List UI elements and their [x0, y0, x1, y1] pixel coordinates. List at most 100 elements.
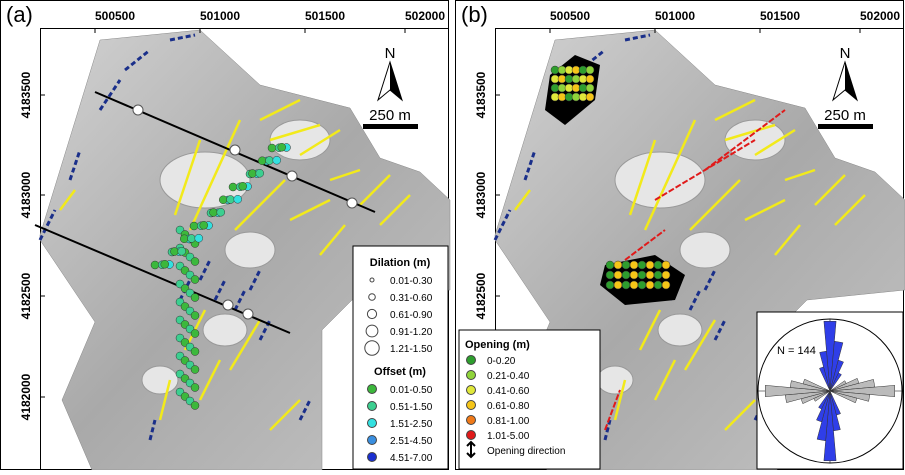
- y-tick-label: 4182500: [19, 272, 33, 319]
- crater: [597, 366, 633, 394]
- offset-point: [191, 294, 199, 302]
- legend-symbol: [467, 416, 476, 425]
- dilation-point: [230, 145, 240, 155]
- offset-point: [229, 183, 237, 191]
- dilation-point: [347, 198, 357, 208]
- dilation-point: [133, 105, 143, 115]
- scale-label: 250 m: [824, 107, 866, 124]
- x-tick-label: 500500: [550, 9, 590, 23]
- legend-label: 2.51-4.50: [390, 436, 433, 447]
- legend-symbol: [467, 431, 476, 440]
- legend-title: Dilation (m): [370, 257, 431, 269]
- offset-point: [195, 234, 203, 242]
- legend-symbol: [368, 419, 377, 428]
- legend-label: 0-0.20: [487, 356, 516, 367]
- offset-point: [266, 157, 274, 165]
- crater: [225, 232, 275, 268]
- legend-label: 4.51-7.00: [390, 453, 433, 464]
- offset-point: [178, 247, 186, 255]
- offset-point: [191, 276, 199, 284]
- scale-label: 250 m: [369, 107, 411, 124]
- offset-point: [191, 384, 199, 392]
- legend-title: Opening (m): [465, 339, 530, 351]
- opening-point: [654, 261, 662, 269]
- offset-point: [180, 235, 188, 243]
- y-tick-label: 4183000: [19, 171, 33, 218]
- legend-label: 0.31-0.60: [390, 293, 433, 304]
- offset-point: [191, 258, 199, 266]
- legend-symbol: [467, 356, 476, 365]
- offset-point: [161, 260, 169, 268]
- offset-point: [171, 248, 179, 256]
- offset-point: [191, 330, 199, 338]
- legend-label: 1.01-5.00: [487, 431, 530, 442]
- legend-symbol: [366, 325, 378, 337]
- offset-point: [151, 261, 159, 269]
- opening-point: [646, 261, 654, 269]
- opening-point: [606, 271, 614, 279]
- opening-point: [646, 281, 654, 289]
- legend-label: 0.21-0.40: [487, 371, 530, 382]
- scale-bar: [818, 124, 873, 129]
- offset-point: [234, 195, 242, 203]
- opening-point: [662, 271, 670, 279]
- legend-symbol: [367, 309, 376, 318]
- opening-point: [638, 271, 646, 279]
- crater: [680, 232, 730, 268]
- x-tick-label: 501000: [655, 9, 695, 23]
- x-tick-label: 501000: [200, 9, 240, 23]
- x-tick-label: 502000: [860, 9, 900, 23]
- y-tick-label: 4183500: [474, 71, 488, 118]
- offset-point: [278, 143, 286, 151]
- offset-point: [190, 222, 198, 230]
- opening-point: [614, 261, 622, 269]
- opening-point: [622, 271, 630, 279]
- legend-symbol: [370, 278, 374, 282]
- opening-point: [662, 281, 670, 289]
- legend-title: Offset (m): [374, 366, 426, 378]
- dilation-point: [223, 300, 233, 310]
- opening-point: [622, 281, 630, 289]
- legend-symbol: [467, 371, 476, 380]
- opening-point: [586, 93, 594, 101]
- legend-label: 1.51-2.50: [390, 419, 433, 430]
- opening-point: [606, 261, 614, 269]
- offset-point: [268, 144, 276, 152]
- north-label: N: [385, 45, 396, 62]
- legend-label: Opening direction: [487, 446, 565, 457]
- legend-label: 0.61-0.80: [487, 401, 530, 412]
- opening-point: [606, 281, 614, 289]
- opening-point: [622, 261, 630, 269]
- offset-point: [249, 170, 257, 178]
- offset-point: [191, 402, 199, 410]
- legend-symbol: [368, 402, 377, 411]
- x-tick-label: 500500: [95, 9, 135, 23]
- legend-label: 0.41-0.60: [487, 386, 530, 397]
- opening-point: [654, 281, 662, 289]
- opening-point: [638, 261, 646, 269]
- offset-point: [188, 235, 196, 243]
- crater: [658, 314, 702, 346]
- offset-point: [273, 156, 281, 164]
- opening-point: [630, 281, 638, 289]
- offset-point: [191, 366, 199, 374]
- legend-label: 0.01-0.50: [390, 385, 433, 396]
- legend-symbol: [368, 436, 377, 445]
- panel-label: (a): [6, 2, 33, 27]
- panel-label: (b): [461, 2, 488, 27]
- x-tick-label: 502000: [405, 9, 445, 23]
- legend-symbol: [369, 294, 376, 301]
- crater: [203, 314, 247, 346]
- legend-label: 1.21-1.50: [390, 344, 433, 355]
- legend-label: 0.01-0.30: [390, 276, 433, 287]
- legend-label: 0.91-1.20: [390, 327, 433, 338]
- figure: (a)5005005010005015005020004183500418300…: [0, 0, 905, 470]
- opening-point: [614, 271, 622, 279]
- offset-point: [219, 196, 227, 204]
- offset-point: [191, 348, 199, 356]
- legend-symbol: [467, 401, 476, 410]
- offset-point: [200, 221, 208, 229]
- opening-point: [662, 261, 670, 269]
